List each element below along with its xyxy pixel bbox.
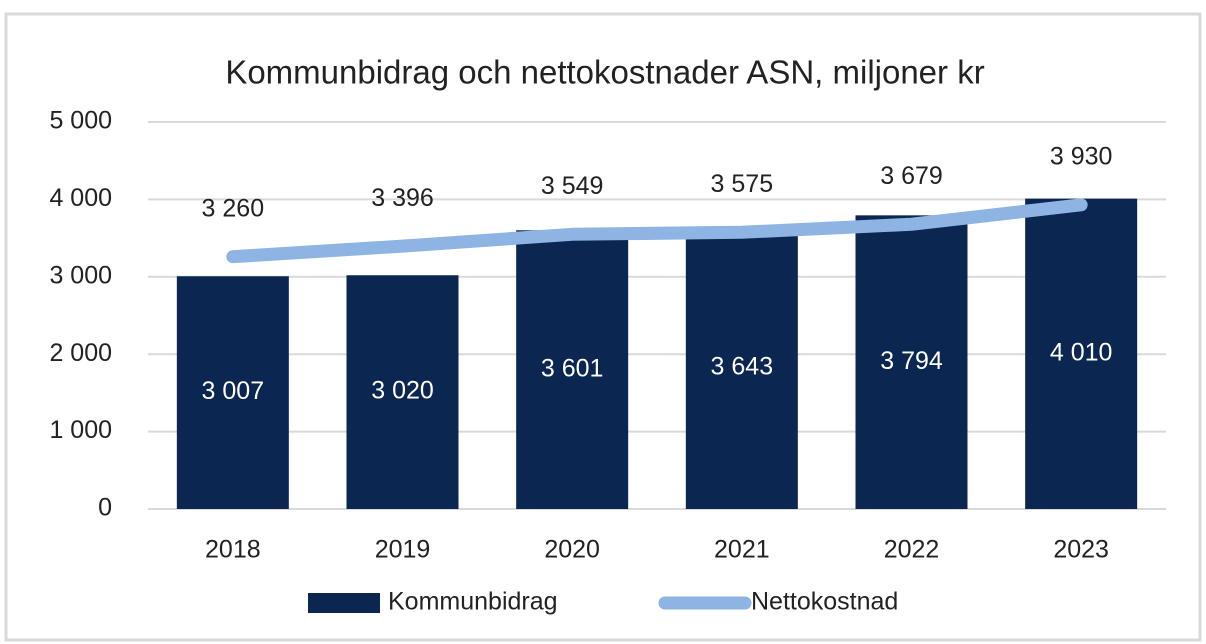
x-tick-label: 2019 xyxy=(375,536,431,564)
bar xyxy=(855,215,968,509)
x-tick-label: 2018 xyxy=(205,536,261,564)
y-tick-label: 4 000 xyxy=(49,184,112,212)
line-value-label: 3 930 xyxy=(1050,142,1113,170)
bar xyxy=(685,227,798,509)
y-tick-label: 5 000 xyxy=(49,107,112,135)
line-value-label: 3 260 xyxy=(202,194,265,222)
x-tick-label: 2021 xyxy=(714,536,770,564)
line-value-label: 3 396 xyxy=(371,184,434,212)
bar-value-label: 3 794 xyxy=(880,347,943,375)
legend-swatch xyxy=(308,593,380,613)
x-tick-label: 2023 xyxy=(1053,536,1109,564)
y-tick-label: 0 xyxy=(98,494,112,522)
bar xyxy=(1025,198,1138,509)
bar-value-label: 4 010 xyxy=(1050,338,1113,366)
line xyxy=(226,198,1088,264)
bar-value-label: 3 007 xyxy=(202,377,265,405)
chart-title: Kommunbidrag och nettokostnader ASN, mil… xyxy=(225,54,984,91)
bar-value-label: 3 601 xyxy=(541,354,604,382)
bar xyxy=(176,276,289,509)
bar xyxy=(516,230,629,509)
y-tick-label: 3 000 xyxy=(49,261,112,289)
bar xyxy=(346,275,459,509)
y-tick-label: 2 000 xyxy=(49,339,112,367)
legend-label: Nettokostnad xyxy=(751,588,898,616)
x-tick-label: 2020 xyxy=(544,536,600,564)
line-value-label: 3 679 xyxy=(880,162,943,190)
line-value-label: 3 575 xyxy=(711,170,774,198)
legend-label: Kommunbidrag xyxy=(388,588,558,616)
bar-value-label: 3 020 xyxy=(371,377,434,405)
bar-value-label: 3 643 xyxy=(711,353,774,381)
x-tick-label: 2022 xyxy=(884,536,940,564)
line-value-label: 3 549 xyxy=(541,172,604,200)
y-tick-label: 1 000 xyxy=(49,416,112,444)
